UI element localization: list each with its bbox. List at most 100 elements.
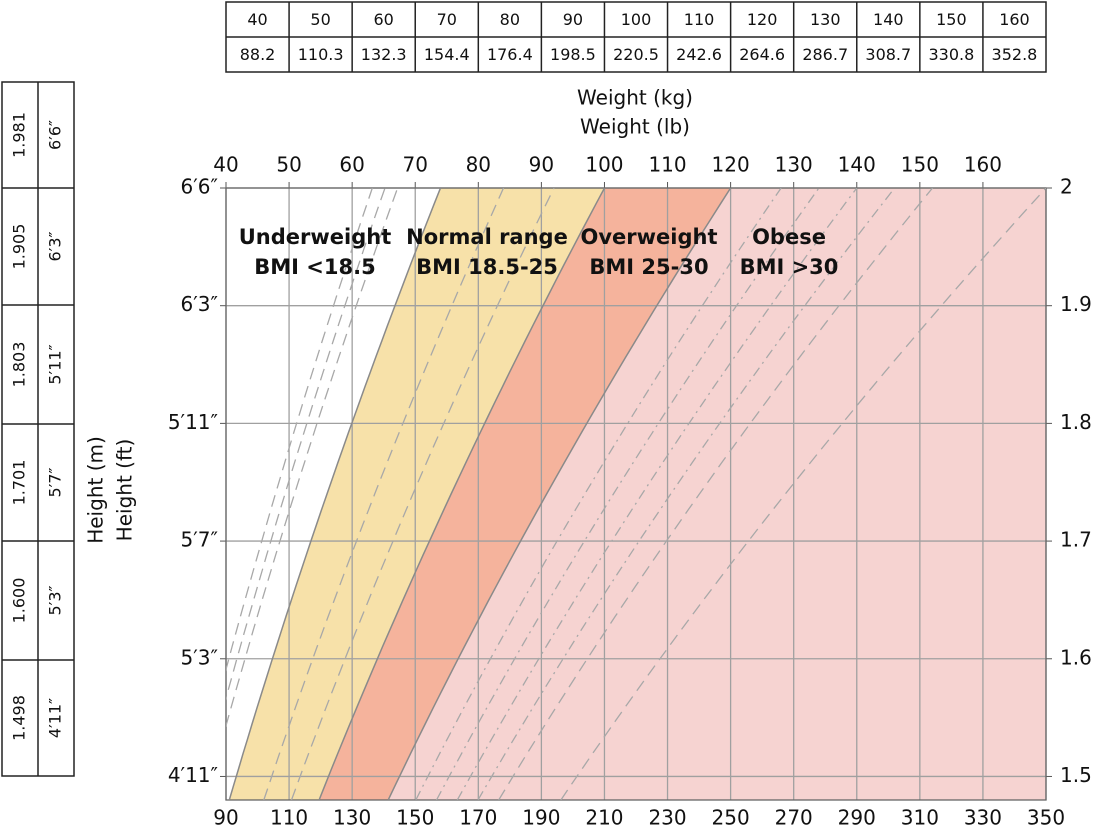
y-tick-label: 2: [1060, 175, 1073, 199]
table-cell: 160: [999, 10, 1030, 29]
table-cell: 140: [873, 10, 904, 29]
table-cell: 88.2: [240, 45, 276, 64]
table-cell: 1.803: [10, 342, 29, 388]
x-tick-label: 90: [213, 806, 238, 830]
table-cell: 120: [747, 10, 778, 29]
table-cell: 80: [500, 10, 520, 29]
x-tick-label: 190: [522, 806, 560, 830]
table-cell: 264.6: [739, 45, 785, 64]
band-boundary: [318, 188, 606, 800]
y-axis-title: Height (m): [84, 436, 108, 544]
band-boundary: [387, 188, 732, 800]
x2-tick-label: 90: [529, 153, 554, 177]
reference-line: [226, 188, 399, 729]
y-tick-label: 1.8: [1060, 410, 1092, 434]
bands: [226, 188, 1046, 800]
table-cell: 220.5: [613, 45, 659, 64]
band-range: BMI 25-30: [589, 255, 708, 279]
table-cell: 132.3: [361, 45, 407, 64]
x2-tick-label: 50: [276, 153, 301, 177]
y-tick-label: 1.9: [1060, 292, 1092, 316]
reference-lines: [226, 188, 1046, 800]
band-name: Overweight: [580, 225, 717, 249]
reference-line: [435, 188, 820, 800]
x2-tick-label: 80: [466, 153, 491, 177]
table-cell: 1.981: [10, 112, 29, 158]
table-cell: 242.6: [676, 45, 722, 64]
x2-tick-label: 160: [964, 153, 1002, 177]
x-tick-label: 110: [270, 806, 308, 830]
x-tick-label: 330: [964, 806, 1002, 830]
table-cell: 70: [437, 10, 457, 29]
y-tick-label: 1.7: [1060, 528, 1092, 552]
band-range: BMI 18.5-25: [416, 255, 558, 279]
x-tick-label: 230: [648, 806, 686, 830]
table-cell: 40: [247, 10, 267, 29]
band-range: BMI <18.5: [254, 255, 375, 279]
band-name: Obese: [752, 225, 826, 249]
x-tick-label: 350: [1027, 806, 1065, 830]
x2-tick-label: 40: [213, 153, 238, 177]
band-boundaries: [228, 188, 732, 800]
y-tick-label: 1.6: [1060, 645, 1092, 669]
x2-tick-label: 100: [585, 153, 623, 177]
x-tick-label: 130: [333, 806, 371, 830]
labels: 90 110 130 150 170 190 210 230 250 270 290 310 330 35…: [168, 153, 1092, 830]
table-cell: 198.5: [550, 45, 596, 64]
table-cell: 308.7: [865, 45, 911, 64]
table-cell: 6′6″: [46, 120, 65, 150]
x2-tick-label: 70: [403, 153, 428, 177]
reference-line: [263, 188, 505, 800]
table-cell: 110: [684, 10, 715, 29]
x-tick-label: 310: [901, 806, 939, 830]
table-cell: 5′3″: [46, 585, 65, 615]
x-tick-label: 290: [838, 806, 876, 830]
bmi-band: [229, 188, 605, 800]
plot-frame: [225, 187, 1047, 801]
table-cell: 90: [563, 10, 583, 29]
table-cell: 176.4: [487, 45, 533, 64]
band-boundary: [228, 188, 442, 800]
y-tick-label: 1.5: [1060, 763, 1092, 787]
bmi-band: [226, 188, 441, 800]
bmi-band: [388, 188, 1046, 800]
y-axis-title-ft: Height (ft): [113, 439, 137, 542]
x-tick-label: 150: [396, 806, 434, 830]
y-tick-label-ft: 5′3″: [181, 645, 218, 669]
reference-line: [226, 188, 386, 701]
reference-line: [290, 188, 555, 800]
x-axis-title: Weight (lb): [580, 115, 690, 139]
x2-tick-label: 60: [339, 153, 364, 177]
y-tick-label-ft: 6′3″: [181, 292, 218, 316]
table-cell: 110.3: [298, 45, 344, 64]
table-cell: 154.4: [424, 45, 470, 64]
table-cell: 1.498: [10, 695, 29, 741]
table-cell: 50: [310, 10, 330, 29]
table-cell: 330.8: [928, 45, 974, 64]
reference-line: [477, 188, 896, 800]
x-tick-label: 250: [712, 806, 750, 830]
table-cell: 5′7″: [46, 467, 65, 497]
x2-tick-label: 130: [775, 153, 813, 177]
y-tick-label-ft: 6′6″: [181, 175, 218, 199]
table-cell: 1.600: [10, 578, 29, 624]
table-cell: 5′11″: [46, 344, 65, 384]
table-cell: 6′3″: [46, 231, 65, 261]
table-cell: 150: [936, 10, 967, 29]
y-tick-label-ft: 5′11″: [168, 410, 218, 434]
band-name: Underweight: [239, 225, 392, 249]
x-tick-label: 210: [585, 806, 623, 830]
x-tick-label: 170: [459, 806, 497, 830]
reference-line: [456, 188, 858, 800]
table-cell: 286.7: [802, 45, 848, 64]
band-range: BMI >30: [740, 255, 839, 279]
x2-tick-label: 120: [712, 153, 750, 177]
y-tick-label-ft: 4′11″: [168, 763, 218, 787]
reference-line: [560, 188, 1046, 800]
table-cell: 60: [374, 10, 394, 29]
y-tick-label-ft: 5′7″: [181, 528, 218, 552]
reference-line: [498, 188, 934, 800]
table-cell: 100: [621, 10, 652, 29]
table-cell: 4′11″: [46, 698, 65, 738]
